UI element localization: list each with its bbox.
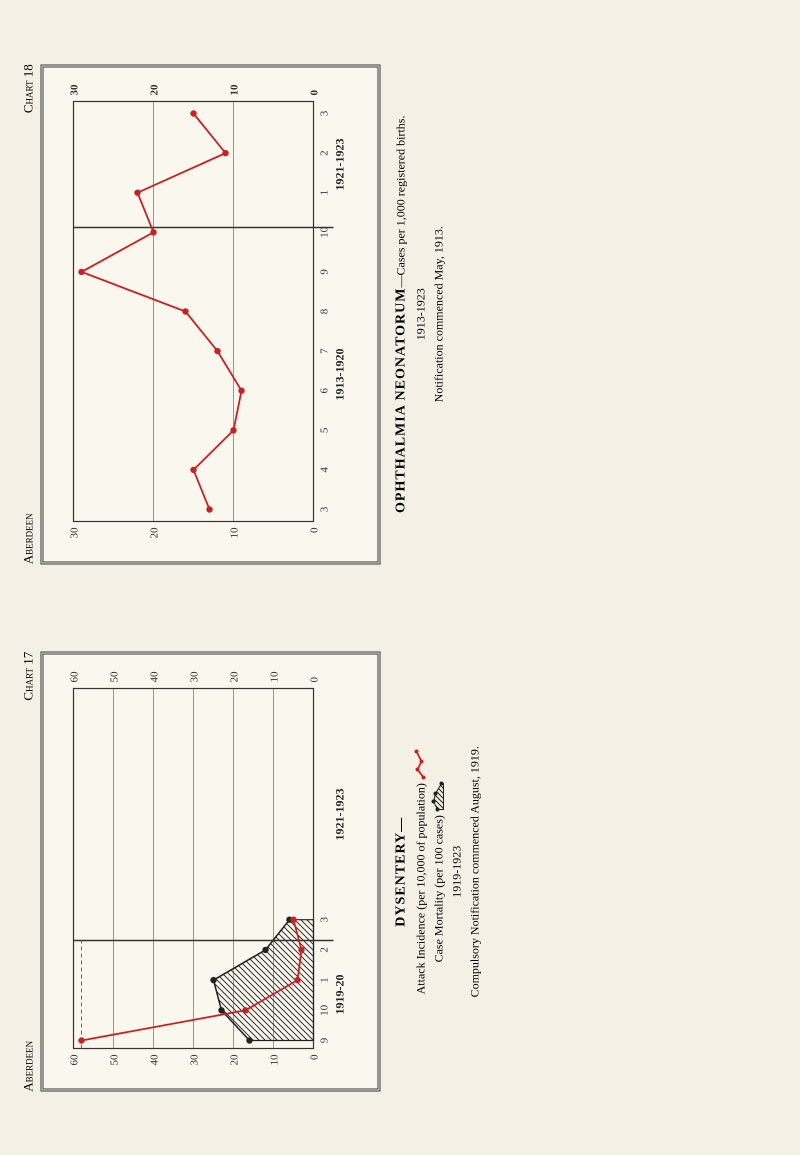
svg-text:1: 1: [318, 977, 330, 983]
svg-text:1: 1: [318, 189, 330, 195]
svg-text:10: 10: [228, 526, 240, 538]
svg-text:2: 2: [318, 150, 330, 156]
svg-text:1921-1923: 1921-1923: [332, 138, 346, 190]
chart-18-caption: OPHTHALMIA NEONATORUM—Cases per 1,000 re…: [390, 115, 447, 512]
svg-text:10: 10: [268, 1054, 280, 1066]
svg-text:7: 7: [318, 347, 330, 353]
chart-18-svg: 0 0 10 10 20 20 30 30 3 4 5 6 7 8 9 10 1 2 3 1913-1920 1921-…: [43, 61, 383, 561]
svg-text:50: 50: [108, 1054, 120, 1066]
svg-text:0: 0: [308, 526, 320, 532]
svg-text:20: 20: [148, 83, 160, 95]
svg-text:3: 3: [318, 110, 330, 116]
svg-text:30: 30: [68, 526, 80, 538]
svg-text:2: 2: [318, 947, 330, 953]
chart-17-label: Chart 17: [20, 651, 36, 700]
svg-text:60: 60: [68, 1054, 80, 1066]
legend-attack-icon: [413, 749, 427, 779]
svg-text:20: 20: [228, 1054, 240, 1066]
svg-text:8: 8: [318, 308, 330, 314]
chart-17-frame: 0 0 10 10 20 20 30 30 40 40 50 50 60 60 9 10 1 2 3 1919-20 1…: [40, 651, 380, 1091]
svg-text:6: 6: [318, 387, 330, 393]
chart-18-years: 1913-1923: [411, 115, 429, 512]
svg-text:20: 20: [228, 671, 240, 683]
legend-mortality-text: Case Mortality (per 100 cases): [429, 815, 447, 962]
svg-text:30: 30: [188, 1054, 200, 1066]
chart-17-caption: DYSENTERY— Attack Incidence (per 10,000 …: [390, 746, 483, 997]
svg-text:0: 0: [308, 676, 320, 682]
svg-text:10: 10: [318, 226, 330, 238]
svg-text:10: 10: [268, 671, 280, 683]
chart-17-years: 1919-1923: [447, 746, 465, 997]
legend-attack-text: Attack Incidence (per 10,000 of populati…: [411, 783, 429, 994]
chart-18-location: Aberdeen: [20, 513, 36, 564]
svg-text:3: 3: [318, 916, 330, 922]
chart-18-title: OPHTHALMIA NEONATORUM: [393, 287, 408, 512]
legend-mortality-icon: [431, 781, 445, 811]
svg-text:40: 40: [148, 1054, 160, 1066]
chart-17-location: Aberdeen: [20, 1040, 36, 1091]
chart-17-footnote: Compulsory Notification commenced August…: [465, 746, 483, 997]
svg-text:3: 3: [318, 506, 330, 512]
chart-17-block: Aberdeen Chart 17 0 0 10 10 20 20 30 30 40 40 50 50…: [20, 651, 483, 1091]
svg-text:20: 20: [148, 526, 160, 538]
svg-text:40: 40: [148, 671, 160, 683]
svg-text:9: 9: [318, 1037, 330, 1043]
svg-text:1921-1923: 1921-1923: [332, 788, 346, 840]
svg-text:60: 60: [68, 671, 80, 683]
svg-text:30: 30: [68, 83, 80, 95]
svg-text:50: 50: [108, 671, 120, 683]
chart-18-title-suffix: —Cases per 1,000 registered births.: [393, 115, 407, 287]
chart-17-svg: 0 0 10 10 20 20 30 30 40 40 50 50 60 60 9 10 1 2 3 1919-20 1…: [43, 648, 383, 1088]
svg-text:9: 9: [318, 268, 330, 274]
svg-text:5: 5: [318, 426, 330, 432]
chart-18-frame: 0 0 10 10 20 20 30 30 3 4 5 6 7 8 9 10 1 2 3 1913-1920 1921-…: [40, 64, 380, 564]
svg-text:1919-20: 1919-20: [332, 974, 346, 1014]
chart-18-label: Chart 18: [20, 64, 36, 113]
svg-text:30: 30: [188, 671, 200, 683]
svg-text:10: 10: [228, 83, 240, 95]
svg-text:10: 10: [318, 1004, 330, 1016]
svg-text:4: 4: [318, 466, 330, 472]
chart-18-footnote: Notification commenced May, 1913.: [429, 115, 447, 512]
svg-text:1913-1920: 1913-1920: [332, 348, 346, 400]
svg-text:0: 0: [308, 1054, 320, 1060]
chart-17-title: DYSENTERY—: [390, 746, 411, 997]
svg-text:0: 0: [308, 89, 320, 95]
chart-18-block: Aberdeen Chart 18 0 0 10 10 20 20 30 30 3 4 5 6 7 8 9 1…: [20, 64, 447, 564]
